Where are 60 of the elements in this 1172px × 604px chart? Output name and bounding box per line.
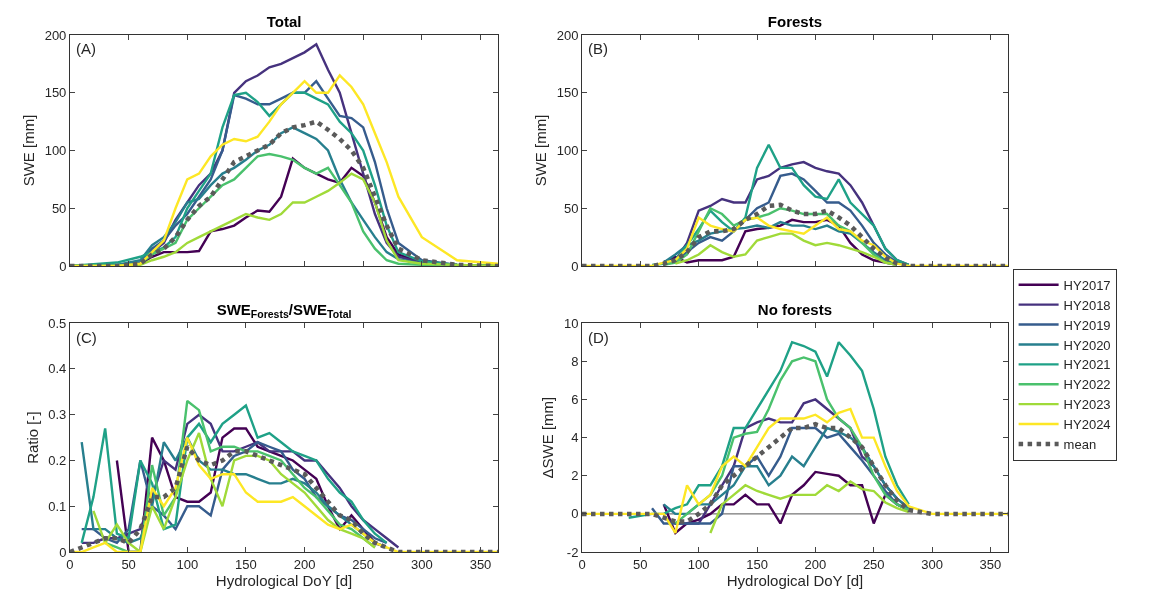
x-tick-label: 150 (235, 556, 257, 572)
y-tick-label: 200 (556, 27, 579, 43)
y-tick-label: 8 (571, 353, 579, 369)
y-tick-label: 0 (59, 544, 67, 560)
y-axis-title: SWE [mm] (531, 114, 549, 187)
x-tick-label: 50 (633, 556, 648, 572)
y-tick-label: 150 (556, 85, 579, 101)
y-tick-label: 100 (44, 143, 67, 159)
annotation: (B) (588, 40, 608, 57)
legend-label: mean (1063, 437, 1097, 452)
x-tick-label: 350 (469, 556, 492, 572)
y-axis-title: SWE [mm] (19, 114, 37, 187)
y-tick-label: 0.4 (48, 361, 67, 377)
y-tick-label: -2 (566, 544, 579, 560)
x-axis-title: Hydrological DoY [d] (726, 571, 864, 589)
x-tick-label: 200 (804, 556, 827, 572)
y-axis-title: Ratio [-] (23, 411, 41, 464)
legend-label: HY2024 (1063, 417, 1111, 433)
annotation: (D) (588, 329, 609, 346)
x-tick-label: 250 (862, 556, 885, 572)
x-tick-label: 100 (687, 556, 710, 572)
x-tick-label: 250 (352, 556, 375, 572)
y-tick-label: 0.5 (48, 315, 67, 331)
y-tick-label: 0.2 (48, 453, 67, 469)
y-tick-label: 50 (51, 200, 67, 216)
annotation: (C) (76, 329, 97, 346)
y-tick-label: 4 (571, 430, 579, 446)
y-tick-label: 6 (571, 392, 579, 407)
legend-label: HY2018 (1063, 297, 1111, 313)
y-axis-title: ΔSWE [mm] (539, 396, 557, 479)
x-tick-label: 350 (979, 556, 1002, 572)
y-tick-label: 50 (563, 200, 579, 216)
annotation: (A) (76, 40, 96, 57)
chart-title: SWE$_{Forests}$/SWE$_{Total}$ (216, 300, 352, 320)
x-axis-title: Hydrological DoY [d] (215, 571, 353, 589)
x-tick-label: 300 (411, 556, 433, 572)
x-tick-label: 100 (176, 556, 199, 572)
x-tick-label: 300 (921, 556, 943, 572)
legend-label: HY2021 (1063, 357, 1111, 373)
y-tick-label: 200 (44, 27, 67, 43)
x-tick-label: 50 (121, 556, 136, 572)
x-tick-label: 150 (746, 556, 768, 572)
legend-label: HY2019 (1063, 317, 1111, 333)
y-tick-label: 100 (556, 143, 579, 159)
chart-title: Total (266, 12, 302, 30)
y-tick-label: 0 (571, 258, 579, 274)
y-tick-label: 0 (571, 506, 579, 522)
y-tick-label: 10 (563, 315, 579, 331)
legend-label: HY2023 (1063, 397, 1111, 413)
legend-label: HY2022 (1063, 377, 1111, 393)
legend-label: HY2020 (1063, 337, 1111, 353)
x-tick-label: 200 (293, 556, 316, 572)
y-tick-label: 150 (44, 85, 67, 101)
chart-title: Forests (767, 12, 823, 30)
y-tick-label: 0.3 (48, 407, 67, 423)
y-tick-label: 2 (571, 468, 579, 484)
legend-label: HY2017 (1063, 277, 1111, 293)
y-tick-label: 0.1 (48, 498, 67, 514)
chart-title: No forests (757, 300, 833, 318)
y-tick-label: 0 (59, 258, 67, 274)
